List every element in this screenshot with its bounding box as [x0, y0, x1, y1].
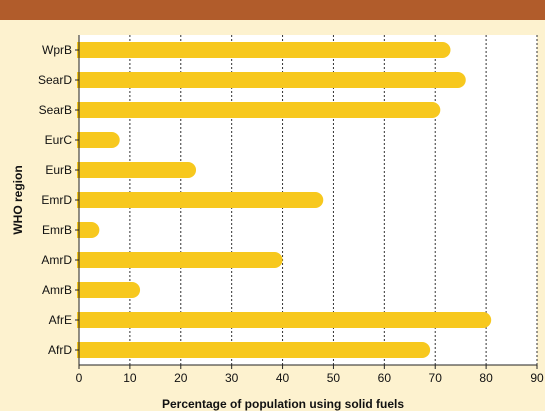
bar-base-wprb	[77, 42, 87, 58]
bar-eurc	[77, 132, 120, 148]
bar-searb	[77, 102, 441, 118]
x-tick-label: 50	[327, 371, 341, 385]
y-tick-label: EurC	[45, 133, 73, 147]
bar-base-amrd	[77, 252, 87, 268]
x-tick-label: 0	[76, 371, 83, 385]
y-tick-label: AmrD	[41, 253, 72, 267]
y-axis-title: WHO region	[11, 165, 25, 234]
x-tick-label: 90	[530, 371, 544, 385]
x-tick-label: 10	[123, 371, 137, 385]
y-tick-label: WprB	[42, 43, 72, 57]
bar-base-amrb	[77, 282, 87, 298]
bar-base-emrb	[77, 222, 87, 238]
bars	[77, 42, 492, 358]
bar-emrd	[77, 192, 324, 208]
x-axis-title: Percentage of population using solid fue…	[162, 397, 404, 411]
y-tick-label: EmrD	[41, 193, 72, 207]
bar-base-eurc	[77, 132, 87, 148]
x-tick-label: 30	[225, 371, 239, 385]
y-tick-label: AmrB	[42, 283, 72, 297]
bar-base-afre	[77, 312, 87, 328]
y-tick-label: AfrD	[48, 343, 72, 357]
bar-base-emrd	[77, 192, 87, 208]
x-tick-label: 20	[174, 371, 188, 385]
axes	[75, 35, 538, 369]
x-tick-label: 40	[276, 371, 290, 385]
y-tick-label: SearD	[38, 73, 72, 87]
y-tick-label: EurB	[45, 163, 72, 177]
bar-afre	[77, 312, 492, 328]
y-tick-label: AfrE	[49, 313, 72, 327]
bar-wprb	[77, 42, 451, 58]
bar-base-eurb	[77, 162, 87, 178]
y-tick-labels: WprB SearD SearB EurC EurB EmrD EmrB AmrD AmrB Af…	[38, 43, 72, 357]
header-band	[0, 0, 545, 20]
x-tick-labels: 0 10 20 30 40 50 60 70 80 90	[76, 371, 544, 385]
bar-amrb	[77, 282, 141, 298]
x-tick-label: 80	[479, 371, 493, 385]
x-tick-label: 70	[429, 371, 443, 385]
bar-eurb	[77, 162, 197, 178]
bar-afrd	[77, 342, 431, 358]
y-tick-label: EmrB	[42, 223, 72, 237]
bar-base-searb	[77, 102, 87, 118]
bar-seard	[77, 72, 466, 88]
x-tick-label: 60	[378, 371, 392, 385]
bar-base-afrd	[77, 342, 87, 358]
bar-amrd	[77, 252, 283, 268]
bar-base-seard	[77, 72, 87, 88]
y-tick-label: SearB	[39, 103, 72, 117]
